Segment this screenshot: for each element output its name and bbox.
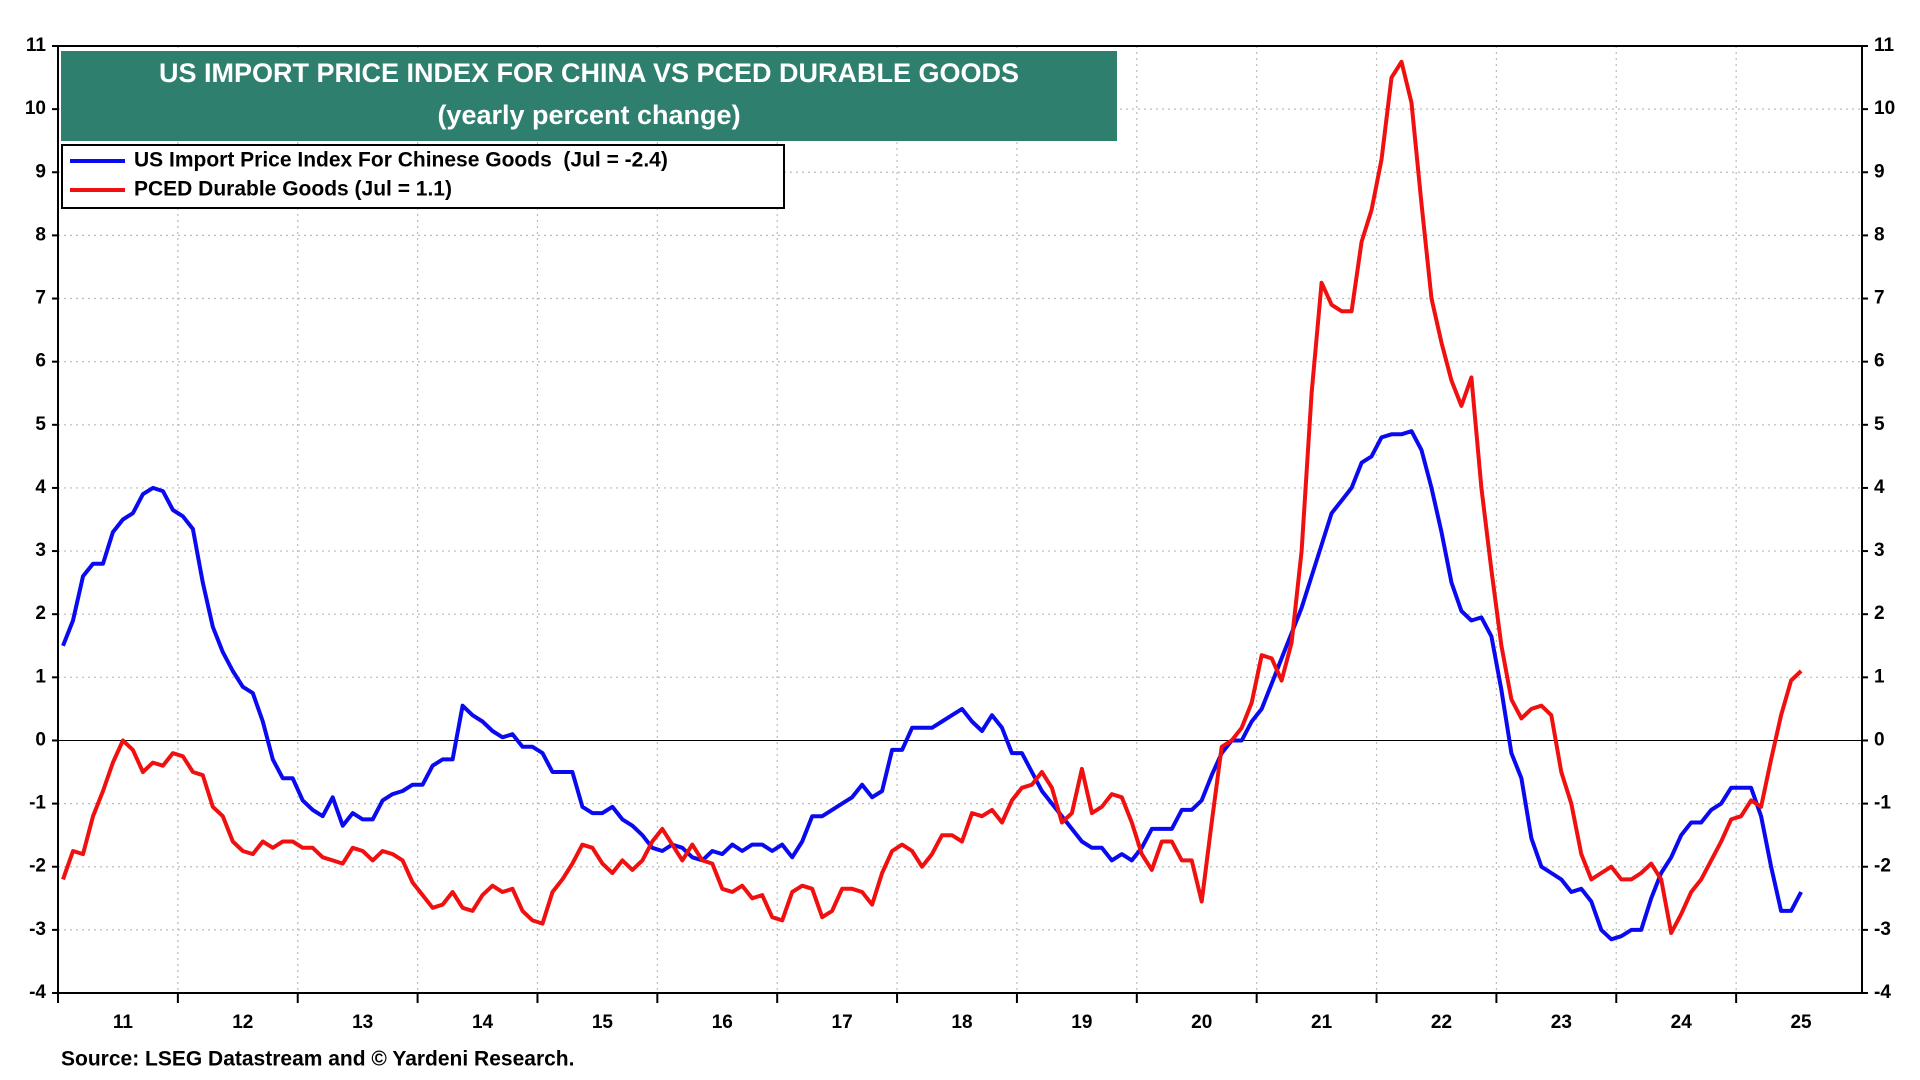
y2-tick-label: 7 xyxy=(1874,288,1885,309)
x-tick-label: 25 xyxy=(1790,1012,1812,1033)
y-tick-label: -1 xyxy=(29,793,46,814)
x-tick-label: 19 xyxy=(1071,1012,1092,1033)
y2-tick-label: 8 xyxy=(1874,224,1885,245)
legend-label: PCED Durable Goods (Jul = 1.1) xyxy=(134,178,452,201)
y2-tick-label: 3 xyxy=(1874,540,1885,561)
legend-box xyxy=(61,144,785,209)
x-tick-label: 13 xyxy=(352,1012,373,1033)
x-tick-label: 15 xyxy=(592,1012,614,1033)
series-line xyxy=(61,59,1803,935)
y-tick-label: 0 xyxy=(35,729,46,750)
legend: US Import Price Index For Chinese Goods … xyxy=(70,149,668,201)
x-tick-label: 24 xyxy=(1671,1012,1693,1033)
x-tick-label: 17 xyxy=(832,1012,853,1033)
y-tick-label: 8 xyxy=(35,224,46,245)
x-tick-label: 23 xyxy=(1551,1012,1572,1033)
y2-tick-label: 11 xyxy=(1874,35,1895,56)
x-tick-label: 16 xyxy=(712,1012,733,1033)
y-tick-label: -4 xyxy=(29,982,46,1003)
y-tick-label: 5 xyxy=(35,414,46,435)
y-tick-label: 11 xyxy=(26,35,47,56)
y2-tick-label: 9 xyxy=(1874,161,1885,182)
y-tick-label: 6 xyxy=(35,351,46,372)
y-tick-label: -2 xyxy=(29,856,46,877)
source: Source: LSEG Datastream and © Yardeni Re… xyxy=(61,1048,574,1071)
y2-tick-label: -1 xyxy=(1874,793,1891,814)
y2-tick-label: 5 xyxy=(1874,414,1885,435)
x-tick-label: 12 xyxy=(232,1012,253,1033)
y2-tick-label: 6 xyxy=(1874,351,1885,372)
y-tick-label: -3 xyxy=(29,919,46,940)
x-tick-label: 14 xyxy=(472,1012,494,1033)
x-tick-label: 20 xyxy=(1191,1012,1212,1033)
chart-title: US IMPORT PRICE INDEX FOR CHINA VS PCED … xyxy=(159,58,1019,88)
series-line xyxy=(61,429,1803,942)
y2-tick-label: -2 xyxy=(1874,856,1891,877)
x-tick-label: 11 xyxy=(113,1012,134,1033)
y2-tick-label: 2 xyxy=(1874,603,1885,624)
y-tick-label: 1 xyxy=(35,666,46,687)
y2-tick-label: 0 xyxy=(1874,729,1885,750)
x-tick-label: 22 xyxy=(1431,1012,1452,1033)
y-tick-label: 3 xyxy=(35,540,46,561)
y2-tick-label: 4 xyxy=(1874,477,1885,498)
plot-frame xyxy=(57,45,1863,994)
title-box xyxy=(61,51,1117,141)
y-tick-label: 9 xyxy=(35,161,46,182)
x-tick-label: 21 xyxy=(1311,1012,1333,1033)
y2-tick-label: 10 xyxy=(1874,98,1895,119)
y2-tick-label: 1 xyxy=(1874,666,1885,687)
y2-tick-label: -4 xyxy=(1874,982,1891,1003)
y-tick-label: 7 xyxy=(35,288,46,309)
y-tick-label: 10 xyxy=(25,98,46,119)
chart-subtitle: (yearly percent change) xyxy=(437,100,740,130)
x-tick-label: 18 xyxy=(951,1012,972,1033)
y-tick-label: 4 xyxy=(35,477,46,498)
lines xyxy=(61,59,1803,942)
y2-tick-label: -3 xyxy=(1874,919,1891,940)
y-tick-label: 2 xyxy=(35,603,46,624)
legend-label: US Import Price Index For Chinese Goods … xyxy=(134,149,668,172)
